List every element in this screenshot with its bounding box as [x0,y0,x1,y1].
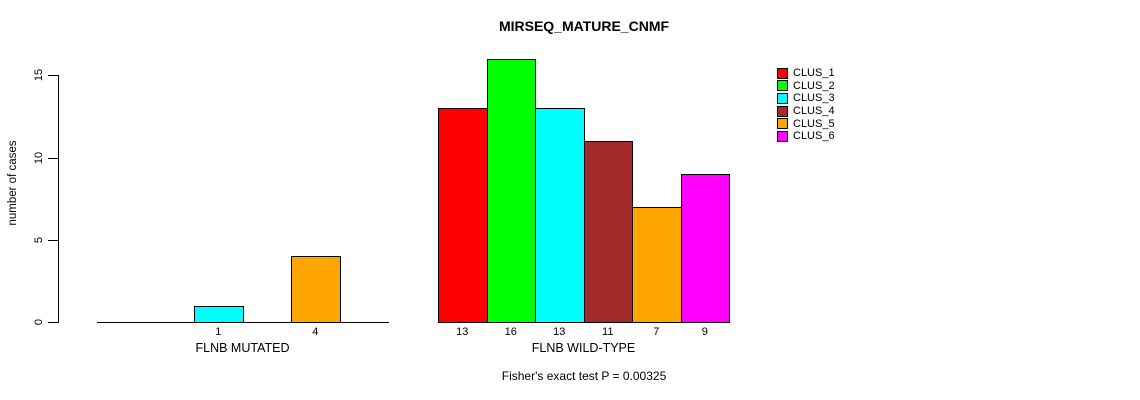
bar-clus_5-group1 [291,256,341,323]
legend-item-clus_6: CLUS_6 [777,130,835,143]
bar-value-label: 7 [653,326,660,338]
y-axis-line [58,75,59,323]
bar-clus_2-group2 [486,58,536,323]
y-axis-title: number of cases [7,140,19,226]
bar-value-label: 11 [602,326,614,338]
legend-swatch [777,105,788,117]
chart-title: MIRSEQ_MATURE_CNMF [498,18,670,34]
y-tick [48,322,58,323]
group-label: FLNB MUTATED [195,341,290,355]
legend-item-clus_1: CLUS_1 [777,67,835,80]
legend: CLUS_1 CLUS_2 CLUS_3 CLUS_4 CLUS_5 CLUS_6 [777,67,835,143]
y-tick [48,239,58,241]
bar-clus_1-group2 [438,108,488,323]
y-tick-label: 10 [33,151,45,164]
y-tick-label: 0 [33,318,45,326]
y-tick [48,75,58,77]
y-tick-label: 5 [33,236,45,243]
bar-value-label: 13 [456,326,469,338]
legend-label: CLUS_2 [793,79,835,92]
legend-swatch [777,118,788,130]
legend-item-clus_5: CLUS_5 [777,117,835,130]
bar-clus_4-group2 [583,141,633,323]
bar-clus_3-group2 [535,108,585,323]
legend-swatch [777,130,788,142]
group-label: FLNB WILD-TYPE [531,341,636,355]
legend-label: CLUS_6 [793,130,835,143]
bar-clus_3-group1 [194,305,244,323]
y-tick-label: 15 [33,69,45,82]
legend-label: CLUS_1 [793,67,835,80]
bar-value-label: 13 [553,326,566,338]
legend-swatch [777,92,788,104]
legend-label: CLUS_5 [793,117,835,130]
legend-item-clus_3: CLUS_3 [777,92,835,105]
bar-value-label: 4 [312,326,319,338]
bar-value-label: 9 [701,326,708,338]
legend-item-clus_4: CLUS_4 [777,105,835,118]
legend-label: CLUS_3 [793,92,835,105]
y-tick [48,157,58,159]
legend-swatch [777,80,788,92]
legend-label: CLUS_4 [793,105,835,118]
bar-value-label: 1 [215,326,222,338]
legend-item-clus_2: CLUS_2 [777,80,835,93]
bar-clus_5-group2 [632,206,682,323]
legend-swatch [777,67,788,79]
bar-clus_6-group2 [680,174,730,323]
annotation-text: Fisher's exact test P = 0.00325 [501,369,667,383]
bar-value-label: 16 [504,326,517,338]
